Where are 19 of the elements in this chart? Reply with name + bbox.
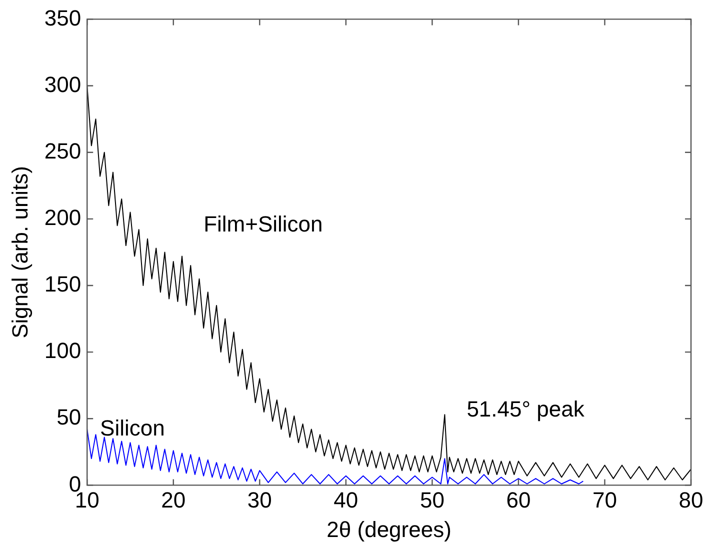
x-tick-label: 50	[420, 487, 444, 512]
series-label: Silicon	[100, 415, 165, 440]
x-tick-label: 70	[592, 487, 617, 512]
x-tick-label: 60	[506, 487, 531, 512]
y-tick-label: 200	[44, 204, 82, 230]
y-tick-label: 250	[44, 138, 82, 164]
y-axis-title: Signal (arb. units)	[7, 166, 32, 338]
y-tick-label: 350	[44, 5, 82, 30]
y-tick-label: 50	[56, 404, 82, 430]
x-axis-title: 2θ (degrees)	[326, 516, 452, 542]
x-tick-label: 20	[161, 487, 186, 512]
series-label: Film+Silicon	[204, 212, 323, 237]
annotation: 51.45° peak	[466, 396, 586, 422]
x-tick-label: 80	[678, 487, 704, 512]
y-tick-label: 300	[44, 72, 82, 97]
x-tick-label: 30	[247, 487, 272, 512]
y-tick-label: 100	[44, 338, 82, 364]
x-tick-label: 40	[334, 487, 358, 512]
y-tick-label: 150	[44, 272, 82, 297]
